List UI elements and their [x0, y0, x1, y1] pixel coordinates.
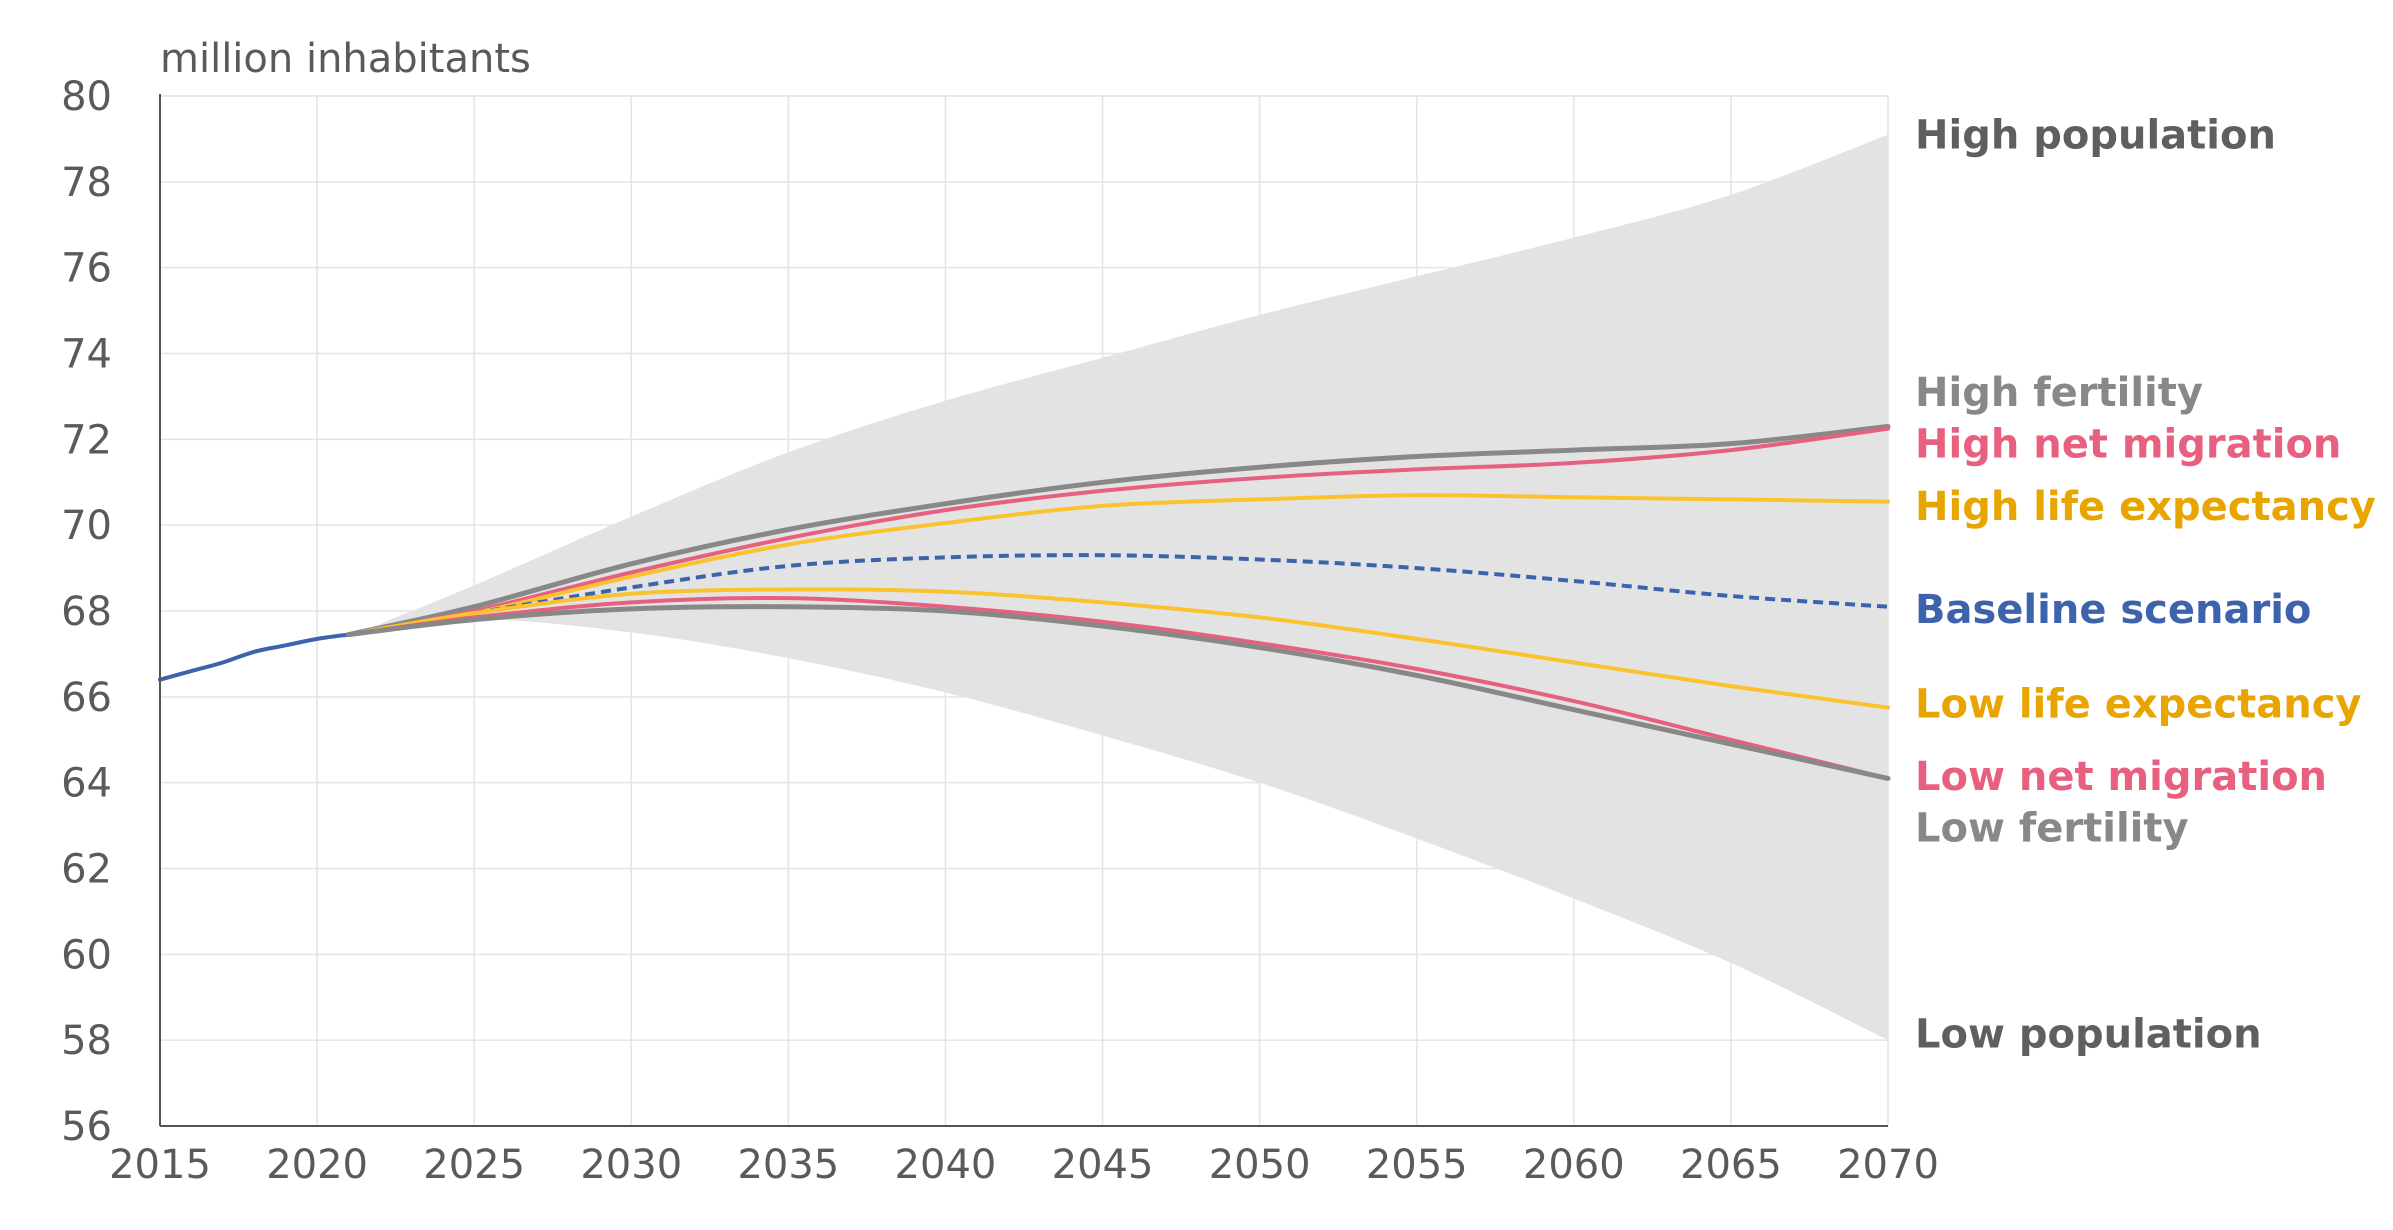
series-high-net-migration: [346, 426, 1890, 637]
y-tick-58: 58: [61, 1018, 112, 1064]
series-high-fertility: [346, 424, 1891, 638]
y-tick-64: 64: [61, 761, 112, 807]
x-tick-2035: 2035: [737, 1142, 839, 1188]
y-tick-56: 56: [61, 1104, 112, 1150]
y-tick-80: 80: [61, 74, 112, 120]
legend-high-life-expectancy: High life expectancy: [1915, 484, 2376, 530]
y-tick-74: 74: [61, 332, 112, 378]
legend-low-life-expectancy: Low life expectancy: [1915, 681, 2362, 727]
y-tick-78: 78: [61, 160, 112, 206]
series-high-life-expectancy: [346, 493, 1890, 637]
series-low-life-expectancy: [346, 587, 1890, 710]
population-range-band: [348, 134, 1888, 1041]
y-axis-unit-label: million inhabitants: [160, 36, 531, 82]
legend-low-population: Low population: [1915, 1012, 2262, 1058]
x-tick-2065: 2065: [1680, 1142, 1782, 1188]
x-tick-2055: 2055: [1366, 1142, 1468, 1188]
y-tick-70: 70: [61, 503, 112, 549]
tick-labels: 56 58 60 62 64 66 68 70 72 74 76 78 80 2015 2020 2025 20…: [61, 74, 1939, 1188]
y-tick-76: 76: [61, 246, 112, 292]
series-lines: [158, 424, 1891, 781]
x-tick-2040: 2040: [895, 1142, 997, 1188]
y-tick-68: 68: [61, 589, 112, 635]
x-tick-2015: 2015: [109, 1142, 211, 1188]
legend: High population High fertility High net mi…: [1915, 113, 2376, 1058]
legend-low-net-migration: Low net migration: [1915, 754, 2327, 800]
x-tick-2030: 2030: [580, 1142, 682, 1188]
y-tick-66: 66: [61, 675, 112, 721]
legend-high-population: High population: [1915, 113, 2276, 159]
y-tick-60: 60: [61, 932, 112, 978]
series-baseline-scenario: [348, 553, 1889, 637]
series-observed: [158, 632, 351, 682]
x-tick-2050: 2050: [1209, 1142, 1311, 1188]
x-tick-2060: 2060: [1523, 1142, 1625, 1188]
legend-baseline-scenario: Baseline scenario: [1915, 587, 2311, 633]
legend-high-net-migration: High net migration: [1915, 422, 2341, 468]
x-tick-2025: 2025: [423, 1142, 525, 1188]
legend-low-fertility: Low fertility: [1915, 806, 2189, 852]
x-tick-2020: 2020: [266, 1142, 368, 1188]
series-low-net-migration: [346, 595, 1890, 781]
series-low-fertility: [346, 604, 1891, 781]
x-tick-2070: 2070: [1837, 1142, 1939, 1188]
legend-high-fertility: High fertility: [1915, 370, 2203, 416]
y-tick-62: 62: [61, 847, 112, 893]
x-tick-2045: 2045: [1052, 1142, 1154, 1188]
y-tick-72: 72: [61, 417, 112, 463]
axes: [159, 94, 1888, 1127]
band-area: [348, 134, 1888, 1041]
